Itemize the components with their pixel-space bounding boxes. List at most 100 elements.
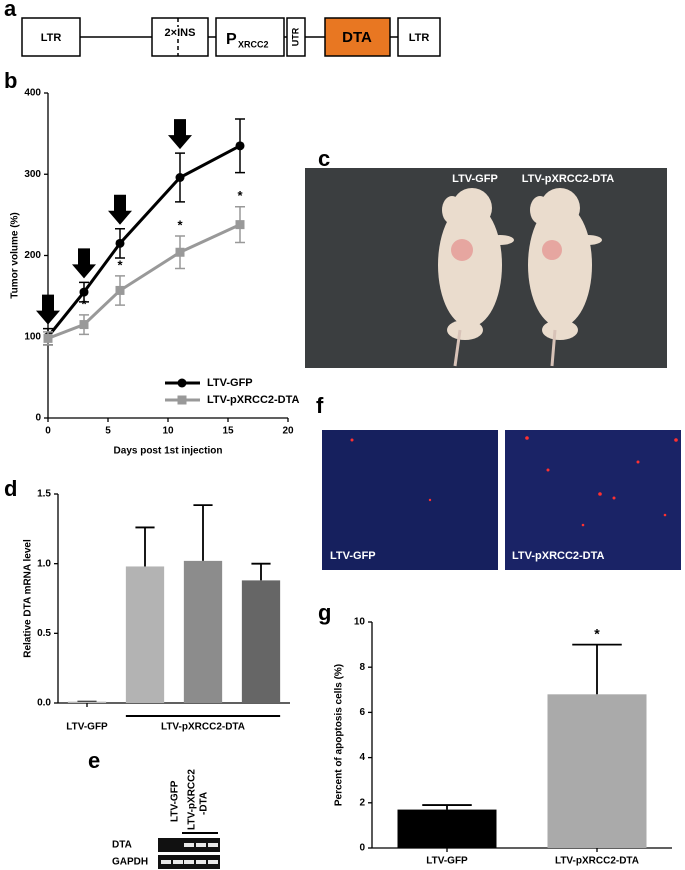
injection-arrow	[72, 248, 96, 279]
y-tick-label: 1.5	[37, 489, 51, 500]
ltr-label: LTR	[409, 32, 430, 44]
injection-arrow	[108, 194, 132, 225]
y-axis-label: Tumor volume (%)	[10, 212, 21, 298]
staining-image	[505, 430, 681, 570]
bar	[241, 580, 281, 703]
annotation: *	[177, 217, 183, 232]
y-tick-label: 10	[354, 617, 366, 628]
x-tick-label: 15	[222, 426, 234, 437]
data-point	[43, 333, 53, 343]
lane-label: LTV-GFP	[170, 780, 181, 822]
data-point	[79, 287, 89, 297]
legend-label: LTV-pXRCC2-DTA	[207, 394, 300, 406]
tail	[550, 329, 557, 367]
annotation: *	[237, 188, 243, 203]
y-tick-label: 200	[24, 250, 41, 261]
group-label: LTV-pXRCC2-DTA	[161, 722, 245, 733]
x-tick-label: 20	[282, 426, 294, 437]
data-point	[175, 173, 185, 182]
error-bar	[251, 562, 271, 581]
legend-marker	[177, 378, 187, 388]
y-tick-label: 0.0	[37, 698, 51, 709]
panel-label: g	[318, 600, 331, 625]
panel-label: e	[88, 748, 100, 773]
data-point	[235, 141, 245, 151]
dta-box	[324, 17, 391, 57]
tumor	[542, 240, 562, 260]
gel-bands	[161, 843, 218, 864]
staining-images: LTV-GFP LTV-pXRCC2-DTA	[322, 430, 681, 570]
data-point	[175, 247, 185, 257]
y-tick-label: 400	[24, 88, 41, 99]
x-tick-label: LTV-GFP	[426, 856, 468, 867]
ltr-box	[397, 17, 441, 57]
ins-box	[151, 17, 209, 57]
error-bar	[572, 643, 622, 695]
y-axis-label: Percent of apoptosis cells (%)	[334, 664, 345, 806]
ins-label: 2×INS	[165, 27, 196, 39]
injection-arrow	[168, 119, 192, 150]
tumor	[451, 239, 473, 261]
promoter-sub-label: XRCC2	[238, 39, 269, 49]
y-tick-label: 6	[359, 707, 365, 718]
y-tick-label: 2	[359, 797, 365, 808]
legend-marker	[177, 395, 187, 405]
data-point	[115, 285, 125, 295]
panel-label: a	[4, 0, 17, 21]
x-axis-label: Days post 1st injection	[114, 446, 223, 457]
gel: LTV-GFP LTV-pXRCC2 -DTA DTA GAPDH	[112, 769, 220, 869]
promoter-box	[215, 17, 285, 57]
data-point	[79, 320, 89, 330]
construct-diagram: LTR 2×INS P XRCC2 UTR DTA LTR	[21, 17, 441, 57]
bar	[547, 694, 647, 848]
y-tick-label: 4	[359, 752, 365, 763]
error-bar	[193, 504, 213, 561]
y-tick-label: 100	[24, 331, 41, 342]
bar	[125, 566, 165, 703]
series-line	[46, 144, 241, 338]
staining-label: LTV-GFP	[330, 550, 376, 562]
gel-row-label: GAPDH	[112, 857, 148, 868]
utr-label: UTR	[290, 27, 300, 46]
annotation: *	[117, 257, 123, 272]
y-tick-label: 8	[359, 662, 365, 673]
photo-label: LTV-GFP	[452, 173, 498, 185]
x-tick-label: 5	[105, 426, 111, 437]
lane-label: LTV-pXRCC2	[187, 769, 198, 830]
y-tick-label: 0	[35, 413, 41, 424]
x-tick-label: 0	[45, 426, 51, 437]
x-tick-label: LTV-pXRCC2-DTA	[555, 856, 639, 867]
mouse	[528, 188, 602, 340]
staining-label: LTV-pXRCC2-DTA	[512, 550, 605, 562]
apoptotic-cells	[350, 436, 678, 527]
bar	[67, 701, 107, 703]
panel-label: c	[318, 146, 330, 171]
y-tick-label: 0	[359, 843, 365, 854]
error-bar	[135, 526, 155, 567]
photo-label: LTV-pXRCC2-DTA	[522, 173, 615, 185]
lane-label: -DTA	[199, 792, 210, 815]
gel-row-label: DTA	[112, 840, 132, 851]
annotation: *	[594, 625, 600, 641]
ltr-box	[21, 17, 81, 57]
x-tick-label: 10	[162, 426, 174, 437]
bar	[183, 560, 223, 703]
data-point	[115, 238, 125, 248]
x-tick-label: LTV-GFP	[66, 722, 108, 733]
panel-label: b	[4, 68, 17, 93]
dta-label: DTA	[342, 29, 372, 46]
bar	[397, 809, 497, 848]
error-bar	[422, 804, 472, 810]
annotation: *	[81, 296, 87, 311]
mouse-photo: LTV-GFP LTV-pXRCC2-DTA	[305, 168, 667, 368]
series-line	[47, 223, 241, 340]
ltr-label: LTR	[41, 32, 62, 44]
panel-label: d	[4, 476, 17, 501]
legend-label: LTV-GFP	[207, 377, 253, 389]
y-axis-label: Relative DTA mRNA level	[23, 539, 34, 658]
y-tick-label: 300	[24, 169, 41, 180]
tail	[453, 329, 462, 367]
data-point	[235, 220, 245, 230]
utr-box	[286, 17, 306, 57]
